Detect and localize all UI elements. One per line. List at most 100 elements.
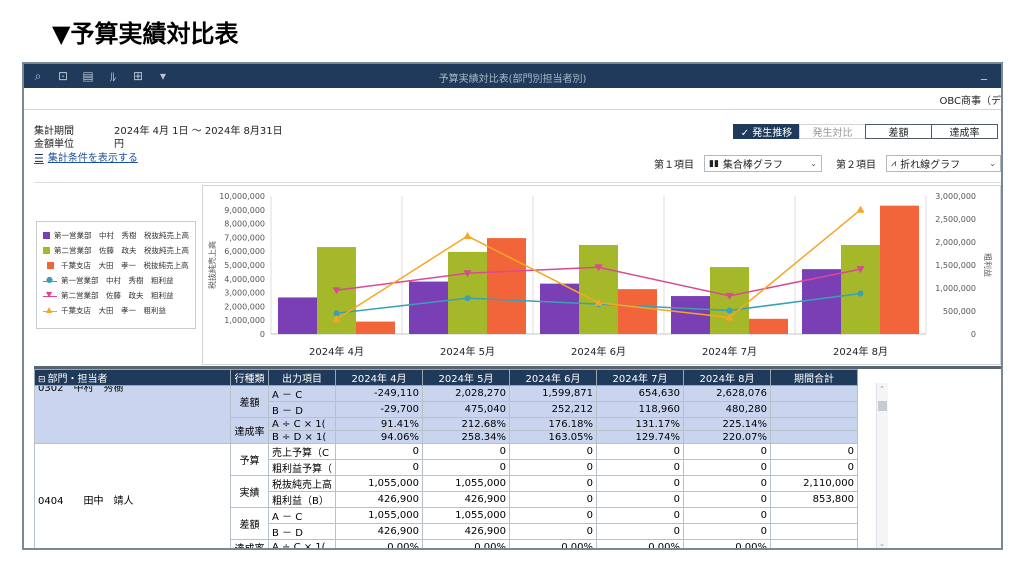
chart: 0 1,000,000 2,000,000 3,000,000 4,000,000 5,0… xyxy=(207,192,993,358)
value-cell: 0.00% xyxy=(683,539,771,548)
value-cell: 853,800 xyxy=(770,491,858,508)
bar xyxy=(841,244,880,334)
splitter-bar[interactable] xyxy=(34,366,1001,369)
line-point xyxy=(463,232,472,240)
y2-tick-label: 2,000,000 xyxy=(935,238,976,247)
person-cell: 0302 中村 秀樹 xyxy=(34,385,231,444)
value-cell: 176.18% xyxy=(509,417,597,431)
value-cell: 0 xyxy=(509,523,597,540)
value-cell: 0.00% xyxy=(509,539,597,548)
bar xyxy=(710,267,749,334)
table-row[interactable]: 実績 税抜純売上高 1,055,000 1,055,000 0 0 0 2,110,000 xyxy=(35,475,858,508)
line-point xyxy=(594,298,603,306)
unit-value: 円 xyxy=(114,139,124,150)
value-cell xyxy=(770,417,858,431)
pdf-icon[interactable]: ﾙ xyxy=(109,69,116,84)
legend-label: 第一営業部 中村 秀樹 粗利益 xyxy=(61,276,174,285)
value-cell: 0 xyxy=(422,459,510,476)
column-header[interactable]: 行種類 xyxy=(230,369,269,386)
y2-tick-label: 1,500,000 xyxy=(935,261,976,270)
y-tick-label: 4,000,000 xyxy=(224,275,265,284)
value-cell: 0 xyxy=(770,443,858,460)
column-header[interactable]: 出力項目 xyxy=(268,369,336,386)
column-header[interactable]: 2024年 6月 xyxy=(509,369,597,386)
show-conditions-label: 集計条件を表示する xyxy=(47,153,138,164)
y-tick-label: 2,000,000 xyxy=(224,302,265,311)
chart-legend: 第一営業部 中村 秀樹 税抜純売上高 第二営業部 佐藤 政夫 税抜純売上高 千葉支店… xyxy=(36,221,196,329)
value-cell: 0 xyxy=(335,443,423,460)
value-cell xyxy=(770,523,858,540)
line-point xyxy=(725,313,734,321)
chart-frame: 0 1,000,000 2,000,000 3,000,000 4,000,000 5,0… xyxy=(202,185,1001,365)
row-type-cell: 差額 xyxy=(230,385,269,418)
output-item-cell: A － C xyxy=(268,385,336,402)
tab-sagaku[interactable]: 差額 xyxy=(865,124,932,139)
table-row[interactable]: 達成率 A ÷ C × 1(91.41% 212.68% 176.18% 131.17%… xyxy=(35,417,858,444)
y-tick-label: 5,000,000 xyxy=(224,261,265,270)
output-item-cell: B － D xyxy=(268,523,336,540)
value-cell: 0 xyxy=(596,491,684,508)
item1-label: 第１項目 xyxy=(654,160,694,171)
y-tick-label: 9,000,000 xyxy=(224,206,265,215)
zoom-page-icon[interactable]: ⊡ xyxy=(57,69,69,83)
table-row[interactable]: B － D 426,900 426,900 0 0 0 xyxy=(35,523,858,540)
y-axis-label: 税抜純売上高 xyxy=(207,241,217,289)
table-row[interactable]: 0404 田中 靖人 予算 売上予算（C 0 0 0 0 0 0 xyxy=(34,443,858,548)
column-header[interactable]: 2024年 7月 xyxy=(596,369,684,386)
value-cell: 0 xyxy=(422,443,510,460)
company-name: OBC商事（デ xyxy=(939,96,1001,107)
page-heading: ▼予算実績対比表 xyxy=(52,20,239,48)
value-cell: 1,055,000 xyxy=(422,507,510,524)
table-row[interactable]: 達成率 A ÷ C × 1(0.00% 0.00% 0.00% 0.00% 0.00% xyxy=(35,539,858,548)
minimize-button[interactable]: _ xyxy=(981,66,987,80)
value-cell xyxy=(770,385,858,402)
app-window: ⌕ ⊡ ▤ ﾙ ⊞ ▾ 予算実績対比表(部門別担当者別) _ OBC商事（デ 集… xyxy=(22,62,1003,550)
column-header[interactable]: 期間合計 xyxy=(770,369,858,386)
column-header[interactable]: 2024年 5月 xyxy=(422,369,510,386)
zoom-in-icon[interactable]: ⌕ xyxy=(34,68,42,83)
bar xyxy=(749,318,788,334)
scroll-down-icon[interactable]: ⌄ xyxy=(879,540,885,548)
legend-label: 千葉支店 大田 孝一 税抜純売上高 xyxy=(61,261,189,270)
grid-scrollbar[interactable]: ⌃ ⌄ xyxy=(876,383,888,548)
item1-select[interactable]: ▮▮ 集合棒グラフ ⌄ xyxy=(704,155,822,172)
value-cell xyxy=(770,539,858,548)
bar xyxy=(579,244,618,334)
column-header[interactable]: 2024年 4月 xyxy=(335,369,423,386)
y2-tick-label: 2,500,000 xyxy=(935,215,976,224)
table-row[interactable]: B ÷ D × 1(94.06% 258.34% 163.05% 129.74% 220… xyxy=(35,430,858,444)
item2-selector: 第２項目 ⩘ 折れ線グラフ ⌄ xyxy=(836,155,1001,172)
value-cell: 0 xyxy=(509,491,597,508)
output-item-cell: 粗利益予算（ xyxy=(268,459,336,476)
tab-hassei-suii[interactable]: ✓ 発生推移 xyxy=(733,124,800,139)
value-cell: 0 xyxy=(509,459,597,476)
column-header[interactable]: 2024年 8月 xyxy=(683,369,771,386)
row-type-cell: 差額 xyxy=(230,507,269,540)
value-cell: 1,599,871 xyxy=(509,385,597,402)
tab-hassei-taihi[interactable]: 発生対比 xyxy=(799,124,866,139)
legend-label: 第二営業部 佐藤 政夫 粗利益 xyxy=(61,291,174,300)
table-row[interactable]: 0302 中村 秀樹 差額 A － C -249,110 2,028,270 1,599,… xyxy=(34,385,858,444)
value-cell: 426,900 xyxy=(335,523,423,540)
value-cell xyxy=(770,430,858,444)
dropdown-icon[interactable]: ▾ xyxy=(159,69,167,83)
item2-value: 折れ線グラフ xyxy=(900,160,961,171)
row-type-cell: 実績 xyxy=(230,475,269,508)
export-icon[interactable]: ⊞ xyxy=(132,69,144,83)
output-item-cell: A ÷ C × 1( xyxy=(268,417,336,431)
tab-tasseiritsu[interactable]: 達成率 xyxy=(931,124,998,139)
value-cell: 258.34% xyxy=(422,430,510,444)
value-cell: 1,055,000 xyxy=(335,507,423,524)
scroll-thumb[interactable] xyxy=(878,401,887,411)
value-cell: -29,700 xyxy=(335,401,423,418)
column-header[interactable]: ⊟ 部門・担当者 xyxy=(34,369,231,386)
value-cell: 426,900 xyxy=(335,491,423,508)
item2-select[interactable]: ⩘ 折れ線グラフ ⌄ xyxy=(886,155,1001,172)
scroll-up-icon[interactable]: ⌃ xyxy=(879,385,885,393)
table-row[interactable]: 粗利益予算（ 0 0 0 0 0 0 xyxy=(35,459,858,476)
value-cell xyxy=(770,507,858,524)
table-row[interactable]: 粗利益（B） 426,900 426,900 0 0 0 853,800 xyxy=(35,491,858,508)
print-icon[interactable]: ▤ xyxy=(82,69,94,83)
value-cell: 475,040 xyxy=(422,401,510,418)
show-conditions-link[interactable]: ☰ 集計条件を表示する xyxy=(34,152,283,165)
